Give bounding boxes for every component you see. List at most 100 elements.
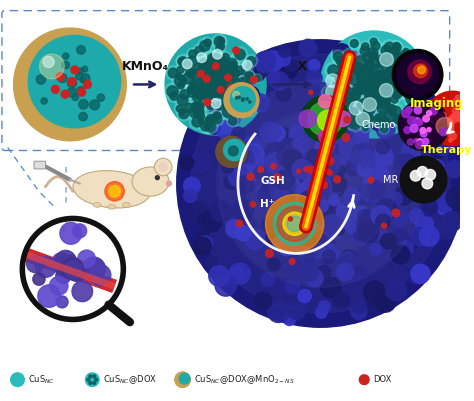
Circle shape [396,53,439,96]
Circle shape [364,63,374,73]
Circle shape [406,113,417,124]
Circle shape [226,81,241,95]
Circle shape [365,74,378,86]
Circle shape [164,83,181,100]
Circle shape [222,61,232,71]
Circle shape [324,240,336,253]
Circle shape [363,186,382,205]
Circle shape [319,89,337,106]
Circle shape [246,72,253,79]
Circle shape [186,68,196,77]
Circle shape [187,86,194,93]
Circle shape [203,119,215,131]
Circle shape [413,118,421,126]
Circle shape [244,78,253,87]
Circle shape [216,36,226,47]
Circle shape [336,57,344,65]
Circle shape [370,78,376,84]
Circle shape [321,173,339,191]
Circle shape [226,59,239,73]
Circle shape [176,80,186,91]
Circle shape [214,73,222,80]
Circle shape [386,66,396,76]
Circle shape [322,216,336,230]
Circle shape [359,73,373,86]
Circle shape [231,68,242,79]
Circle shape [93,375,96,378]
Circle shape [314,176,327,190]
Circle shape [307,111,325,129]
Circle shape [212,84,219,91]
Circle shape [222,162,233,173]
Circle shape [219,63,228,72]
Circle shape [368,73,385,90]
Circle shape [245,99,250,105]
Circle shape [376,141,389,154]
Circle shape [72,94,79,101]
Circle shape [228,83,238,93]
Circle shape [283,313,296,326]
Circle shape [298,158,314,174]
Circle shape [316,164,327,175]
Circle shape [394,52,404,61]
Circle shape [392,91,401,100]
Circle shape [197,78,212,93]
Circle shape [307,156,321,171]
Circle shape [376,121,395,139]
Circle shape [214,43,225,53]
Circle shape [363,53,372,62]
Circle shape [363,53,381,72]
Circle shape [371,166,389,183]
Circle shape [201,70,217,86]
Circle shape [216,98,234,116]
Circle shape [312,160,324,171]
Circle shape [192,92,202,102]
Circle shape [27,255,44,273]
Circle shape [211,114,219,122]
Circle shape [374,73,383,81]
Circle shape [213,112,221,119]
Circle shape [210,73,222,85]
Circle shape [209,122,220,134]
Circle shape [369,83,376,90]
Circle shape [404,127,410,134]
Circle shape [293,156,305,167]
Circle shape [75,265,87,277]
Circle shape [376,55,386,65]
Circle shape [197,74,207,84]
Circle shape [204,69,212,77]
Circle shape [316,186,332,202]
Circle shape [330,203,346,220]
Circle shape [442,211,462,232]
Circle shape [303,251,316,263]
Circle shape [267,258,280,271]
Ellipse shape [108,205,116,209]
Circle shape [356,80,368,93]
Circle shape [295,213,306,224]
Circle shape [410,124,418,132]
Circle shape [324,88,333,97]
Circle shape [230,216,248,233]
Circle shape [380,107,399,125]
Circle shape [190,101,200,111]
Circle shape [400,156,447,203]
Circle shape [319,243,339,263]
Circle shape [244,71,255,81]
Circle shape [273,127,291,146]
Circle shape [307,166,315,173]
Circle shape [166,181,172,186]
Circle shape [205,117,211,122]
Circle shape [345,75,352,83]
Circle shape [374,72,387,85]
Circle shape [375,93,383,100]
Circle shape [308,182,327,200]
Circle shape [192,44,206,58]
Circle shape [308,175,328,195]
Circle shape [93,382,96,385]
Circle shape [375,93,384,102]
Circle shape [306,164,321,179]
Circle shape [176,106,191,121]
Circle shape [345,97,350,103]
Circle shape [325,129,343,147]
Circle shape [393,92,400,98]
